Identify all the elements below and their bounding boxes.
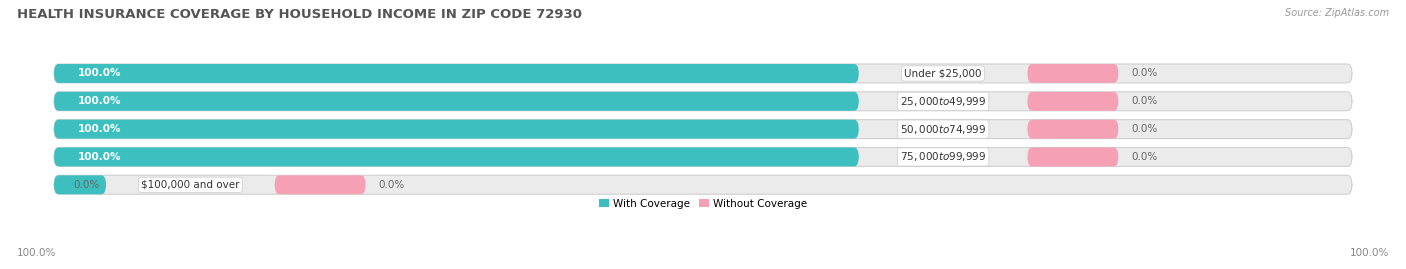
FancyBboxPatch shape: [1028, 147, 1118, 167]
Text: Source: ZipAtlas.com: Source: ZipAtlas.com: [1285, 8, 1389, 18]
Text: 0.0%: 0.0%: [1132, 96, 1157, 106]
FancyBboxPatch shape: [1028, 92, 1118, 111]
Text: 100.0%: 100.0%: [77, 124, 121, 134]
Text: 100.0%: 100.0%: [77, 96, 121, 106]
Text: 100.0%: 100.0%: [77, 152, 121, 162]
Legend: With Coverage, Without Coverage: With Coverage, Without Coverage: [595, 194, 811, 213]
FancyBboxPatch shape: [1028, 64, 1118, 83]
FancyBboxPatch shape: [53, 175, 1353, 194]
FancyBboxPatch shape: [1028, 120, 1118, 139]
Text: 0.0%: 0.0%: [1132, 152, 1157, 162]
Text: HEALTH INSURANCE COVERAGE BY HOUSEHOLD INCOME IN ZIP CODE 72930: HEALTH INSURANCE COVERAGE BY HOUSEHOLD I…: [17, 8, 582, 21]
Text: 100.0%: 100.0%: [77, 69, 121, 79]
FancyBboxPatch shape: [53, 120, 859, 139]
FancyBboxPatch shape: [53, 147, 859, 167]
FancyBboxPatch shape: [53, 147, 1353, 167]
FancyBboxPatch shape: [274, 175, 366, 194]
Text: $50,000 to $74,999: $50,000 to $74,999: [900, 123, 986, 136]
FancyBboxPatch shape: [53, 92, 1353, 111]
Text: 0.0%: 0.0%: [73, 180, 100, 190]
Text: $75,000 to $99,999: $75,000 to $99,999: [900, 150, 986, 164]
Text: 0.0%: 0.0%: [1132, 69, 1157, 79]
Text: $25,000 to $49,999: $25,000 to $49,999: [900, 95, 986, 108]
Text: 0.0%: 0.0%: [378, 180, 405, 190]
FancyBboxPatch shape: [53, 64, 859, 83]
Text: $100,000 and over: $100,000 and over: [141, 180, 239, 190]
Text: Under $25,000: Under $25,000: [904, 69, 981, 79]
FancyBboxPatch shape: [53, 92, 859, 111]
FancyBboxPatch shape: [53, 120, 1353, 139]
Text: 100.0%: 100.0%: [1350, 248, 1389, 258]
Text: 100.0%: 100.0%: [17, 248, 56, 258]
FancyBboxPatch shape: [53, 64, 1353, 83]
Text: 0.0%: 0.0%: [1132, 124, 1157, 134]
FancyBboxPatch shape: [53, 175, 105, 194]
